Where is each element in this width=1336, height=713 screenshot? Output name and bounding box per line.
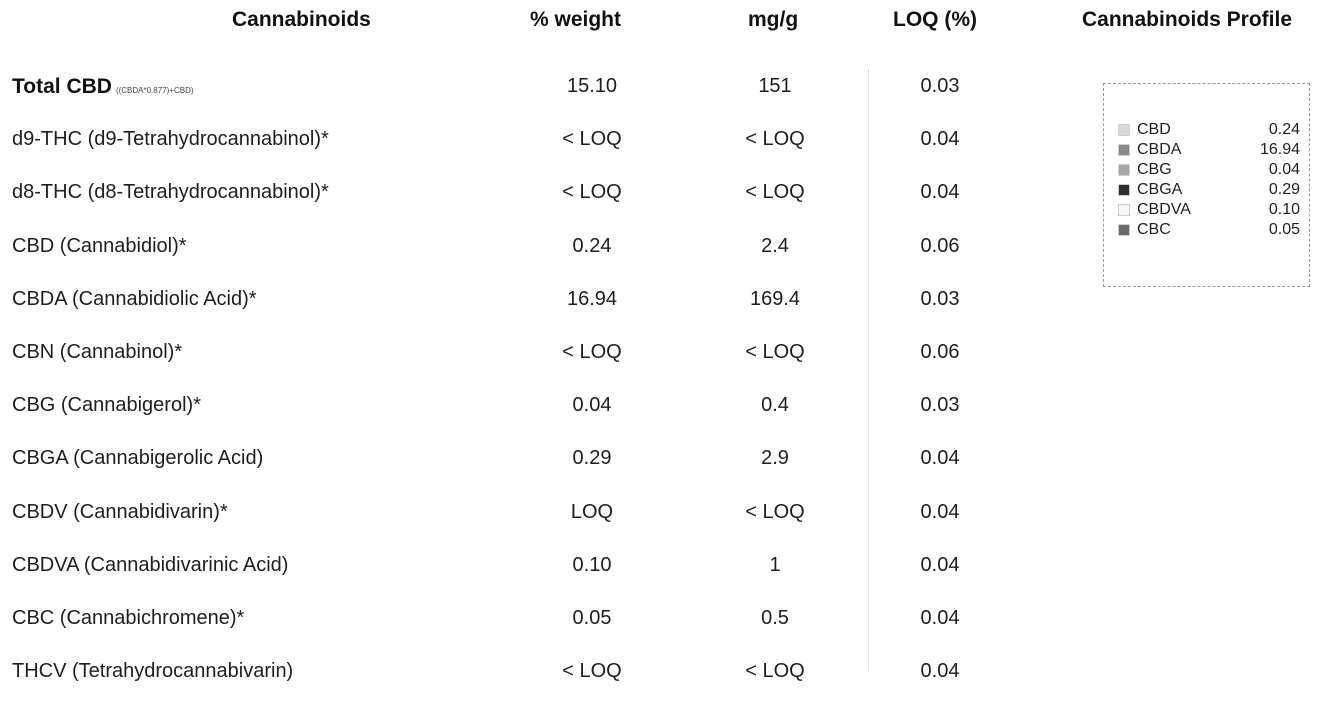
header-profile: Cannabinoids Profile <box>1082 8 1293 31</box>
row-mgg: 1 <box>769 553 781 576</box>
row-name: CBN (Cannabinol)* <box>12 340 183 363</box>
row-loq: 0.06 <box>920 234 960 257</box>
legend-swatch <box>1118 124 1130 136</box>
legend-swatch <box>1118 204 1130 216</box>
table-row: CBGA (Cannabigerolic Acid) 0.29 2.9 0.04 <box>0 447 1000 500</box>
table-row: CBDA (Cannabidiolic Acid)* 16.94 169.4 0… <box>0 288 1000 341</box>
row-name: d9-THC (d9-Tetrahydrocannabinol)* <box>12 128 329 151</box>
legend-value: 0.10 <box>1268 201 1300 218</box>
table-row: CBD (Cannabidiol)* 0.24 2.4 0.06 <box>0 235 1000 288</box>
total-cbd-label: Total CBD <box>12 75 112 98</box>
cannabinoids-profile-legend: CBD 0.24 CBDA 16.94 CBG 0.04 CBGA 0.29 C… <box>1103 83 1310 287</box>
row-mgg: < LOQ <box>745 660 805 683</box>
table-row: THCV (Tetrahydrocannabivarin) < LOQ < LO… <box>0 660 1000 713</box>
legend-swatch <box>1118 184 1130 196</box>
legend-item: CBG 0.04 <box>1118 161 1304 178</box>
row-name: CBDVA (Cannabidivarinic Acid) <box>12 553 289 576</box>
row-weight: 0.29 <box>572 447 612 470</box>
row-loq: 0.03 <box>920 75 960 97</box>
row-weight: < LOQ <box>562 340 622 363</box>
row-mgg: 151 <box>758 75 792 97</box>
legend-value: 0.24 <box>1268 121 1300 138</box>
legend-swatch <box>1118 164 1130 176</box>
row-name: CBGA (Cannabigerolic Acid) <box>12 447 264 470</box>
row-loq: 0.03 <box>920 394 960 417</box>
header-mgg: mg/g <box>748 8 799 31</box>
row-name: CBDA (Cannabidiolic Acid)* <box>12 287 257 310</box>
row-name: THCV (Tetrahydrocannabivarin) <box>12 660 294 683</box>
header-cannabinoids: Cannabinoids <box>232 8 371 31</box>
legend-item: CBDVA 0.10 <box>1118 201 1304 218</box>
table-row: d9-THC (d9-Tetrahydrocannabinol)* < LOQ … <box>0 128 1000 181</box>
row-weight: 0.05 <box>572 606 612 629</box>
legend-swatch <box>1118 224 1130 236</box>
legend-label: CBDA <box>1137 141 1182 158</box>
row-name: CBC (Cannabichromene)* <box>12 606 245 629</box>
row-weight: LOQ <box>570 500 614 523</box>
legend-value: 0.05 <box>1268 221 1300 238</box>
row-weight: 0.04 <box>572 394 612 417</box>
row-mgg: 0.4 <box>761 394 789 417</box>
legend-swatch <box>1118 144 1130 156</box>
row-loq: 0.04 <box>920 553 960 576</box>
row-weight: 15.10 <box>566 75 618 97</box>
row-loq: 0.03 <box>920 287 960 310</box>
legend-label: CBGA <box>1137 181 1183 198</box>
row-mgg: 2.4 <box>761 234 789 257</box>
legend-item: CBDA 16.94 <box>1118 141 1304 158</box>
table-row: CBG (Cannabigerol)* 0.04 0.4 0.03 <box>0 394 1000 447</box>
legend-label: CBDVA <box>1137 201 1191 218</box>
row-name: CBD (Cannabidiol)* <box>12 234 187 257</box>
row-mgg: < LOQ <box>745 500 805 523</box>
row-weight: 0.24 <box>572 234 612 257</box>
header-weight: % weight <box>530 8 622 31</box>
header-loq: LOQ (%) <box>893 8 977 31</box>
row-loq: 0.06 <box>920 340 960 363</box>
row-name: CBDV (Cannabidivarin)* <box>12 500 228 523</box>
table-row: CBDVA (Cannabidivarinic Acid) 0.10 1 0.0… <box>0 554 1000 607</box>
row-weight: < LOQ <box>562 128 622 151</box>
row-mgg: < LOQ <box>745 181 805 204</box>
table-row: CBN (Cannabinol)* < LOQ < LOQ 0.06 <box>0 341 1000 394</box>
row-weight: < LOQ <box>562 181 622 204</box>
row-weight: < LOQ <box>562 660 622 683</box>
legend-label: CBC <box>1137 221 1171 238</box>
table-row: CBC (Cannabichromene)* 0.05 0.5 0.04 <box>0 607 1000 660</box>
legend-value: 16.94 <box>1259 141 1300 158</box>
row-mgg: 0.5 <box>761 606 789 629</box>
row-name: d8-THC (d8-Tetrahydrocannabinol)* <box>12 181 329 204</box>
row-weight: 16.94 <box>566 287 618 310</box>
row-loq: 0.04 <box>920 181 960 204</box>
legend-item: CBGA 0.29 <box>1118 181 1304 198</box>
table-row: CBDV (Cannabidivarin)* LOQ < LOQ 0.04 <box>0 501 1000 554</box>
legend-label: CBG <box>1137 161 1172 178</box>
legend-item: CBD 0.24 <box>1118 121 1304 138</box>
total-cbd-formula: ((CBDA*0.877)+CBD) <box>115 86 194 95</box>
column-divider <box>868 70 869 670</box>
row-loq: 0.04 <box>920 447 960 470</box>
row-mgg: 2.9 <box>761 447 789 470</box>
row-mgg: < LOQ <box>745 340 805 363</box>
row-name: CBG (Cannabigerol)* <box>12 394 201 417</box>
row-mgg: < LOQ <box>745 128 805 151</box>
row-mgg: 169.4 <box>749 287 801 310</box>
legend-value: 0.04 <box>1268 161 1300 178</box>
table-row: Total CBD ((CBDA*0.877)+CBD) 15.10 151 0.… <box>0 75 1000 128</box>
legend-value: 0.29 <box>1268 181 1300 198</box>
row-weight: 0.10 <box>572 553 612 576</box>
row-loq: 0.04 <box>920 500 960 523</box>
table-row: d8-THC (d8-Tetrahydrocannabinol)* < LOQ … <box>0 181 1000 234</box>
row-name: Total CBD ((CBDA*0.877)+CBD) <box>12 75 194 99</box>
row-loq: 0.04 <box>920 128 960 151</box>
legend-label: CBD <box>1137 121 1171 138</box>
row-loq: 0.04 <box>920 606 960 629</box>
legend-item: CBC 0.05 <box>1118 221 1304 238</box>
cannabinoid-table: Total CBD ((CBDA*0.877)+CBD) 15.10 151 0.… <box>0 75 1000 713</box>
row-loq: 0.04 <box>920 660 960 683</box>
